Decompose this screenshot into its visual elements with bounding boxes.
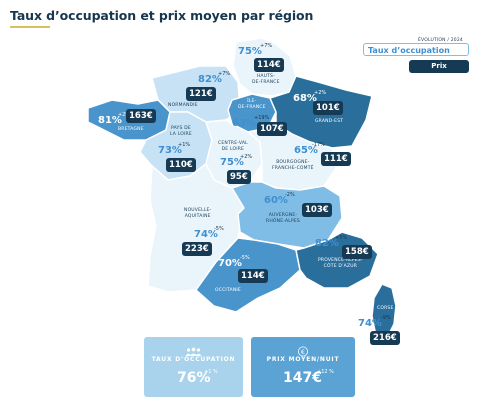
evo-grand-est: +2% (314, 90, 327, 96)
price-corse: 216€ (370, 331, 400, 345)
region-name-auvergne-rhone-alpes: AUVERGNE- RHÔNE-ALPES (266, 213, 300, 225)
total-price-card: € PRIX MOYEN/NUIT 147€ +12 % (251, 337, 355, 397)
region-name-line: PROVENCE-ALPES- (318, 258, 363, 263)
region-name-line: ÎLE- (247, 99, 257, 104)
title-underline (10, 26, 50, 28)
region-name-line: FRANCHE-COMTÉ (272, 166, 314, 171)
price-auvergne-rhone-alpes: 103€ (302, 203, 332, 217)
price-ile-de-france: 107€ (257, 122, 287, 136)
region-name-normandie: NORMANDIE (168, 103, 198, 108)
price-occitanie: 114€ (238, 269, 268, 283)
evo-normandie: +7% (218, 71, 231, 77)
total-occupancy-card: TAUX D’OCCUPATION 76% +1 % (144, 337, 243, 397)
price-centre-val-de-loire: 95€ (227, 170, 251, 184)
price-bourgogne-franche-comte: 111€ (321, 152, 351, 166)
region-shape-auvergne-rhone-alpes[interactable] (231, 181, 343, 249)
region-name-line: HAUTS- (256, 74, 275, 79)
region-name-line: LA LOIRE (170, 132, 192, 137)
region-name-line: NOUVELLE- (184, 208, 212, 213)
region-name-line: DE-FRANCE (252, 80, 280, 85)
rate-occitanie: 70% (218, 258, 242, 269)
evo-corse: -9% (381, 315, 391, 321)
region-name-paca: PROVENCE-ALPES- CÔTE D’AZUR (318, 258, 363, 270)
evo-ile-de-france: +19% (254, 115, 270, 121)
price-pays-de-la-loire: 110€ (166, 158, 196, 172)
region-name-line: CENTRE-VAL (218, 141, 248, 146)
total-price-evo: +12 % (317, 369, 334, 375)
rate-bretagne: 81% (98, 115, 122, 126)
region-name-line: RHÔNE-ALPES (266, 219, 300, 224)
legend-year: ÉVOLUTION / 2024 (418, 38, 463, 43)
rate-bourgogne-franche-comte: 65% (294, 145, 318, 156)
legend-occupancy: Taux d’occupation (363, 43, 469, 56)
region-name-centre-val-de-loire: CENTRE-VAL DE LOIRE (218, 141, 248, 153)
total-occupancy-value: 76% (177, 370, 211, 386)
evo-hauts-de-france: +7% (260, 43, 273, 49)
region-name-line: CÔTE D’AZUR (323, 264, 358, 269)
evo-paca: +5% (335, 235, 348, 241)
price-normandie: 121€ (186, 87, 216, 101)
evo-bourgogne-franche-comte: -17% (312, 142, 325, 148)
svg-text:€: € (301, 348, 305, 356)
price-nouvelle-aquitaine: 223€ (182, 242, 212, 256)
price-grand-est: 101€ (313, 101, 343, 115)
region-name-line: DE-FRANCE (238, 105, 266, 110)
people-icon (144, 342, 243, 356)
total-price-label: PRIX MOYEN/NUIT (266, 356, 340, 363)
region-name-line: BOURGOGNE- (276, 160, 310, 165)
rate-nouvelle-aquitaine: 74% (194, 229, 218, 240)
evo-occitanie: -5% (240, 255, 250, 261)
rate-normandie: 82% (198, 74, 222, 85)
rate-pays-de-la-loire: 73% (158, 145, 182, 156)
region-name-nouvelle-aquitaine: NOUVELLE- AQUITAINE (184, 208, 211, 220)
region-name-line: PAYS DE (171, 126, 191, 131)
region-name-bretagne: BRETAGNE (118, 127, 144, 132)
total-price-value: 147€ (283, 370, 322, 386)
rate-centre-val-de-loire: 75% (220, 157, 244, 168)
rate-corse: 74% (358, 318, 382, 329)
evo-nouvelle-aquitaine: -5% (214, 226, 224, 232)
rate-auvergne-rhone-alpes: 60% (264, 195, 288, 206)
total-occupancy-label: TAUX D’OCCUPATION (151, 356, 236, 363)
evo-pays-de-la-loire: +1% (178, 142, 191, 148)
evo-bretagne: +2% (118, 112, 131, 118)
price-bretagne: 163€ (126, 109, 156, 123)
region-name-pays-de-la-loire: PAYS DE LA LOIRE (170, 126, 192, 138)
region-name-ile-de-france: ÎLE- DE-FRANCE (238, 99, 266, 111)
region-name-occitanie: OCCITANIE (215, 288, 241, 293)
region-name-line: DE LOIRE (221, 147, 245, 152)
region-name-line: AQUITAINE (184, 214, 211, 219)
region-name-corse: CORSE (377, 306, 394, 311)
total-occupancy-evo: +1 % (204, 369, 218, 375)
rate-paca: 82% (315, 238, 339, 249)
rate-ile-de-france: 63% (232, 118, 256, 129)
evo-auvergne-rhone-alpes: -2% (285, 192, 295, 198)
euro-icon: € (251, 342, 355, 357)
legend-price: Prix moyen/nuit (409, 60, 469, 83)
price-hauts-de-france: 114€ (254, 58, 284, 72)
region-name-bourgogne-franche-comte: BOURGOGNE- FRANCHE-COMTÉ (272, 160, 314, 172)
page-title: Taux d’occupation et prix moyen par régi… (10, 8, 314, 23)
region-name-grand-est: GRAND-EST (315, 119, 344, 124)
region-name-hauts-de-france: HAUTS- DE-FRANCE (252, 74, 280, 86)
region-name-line: AUVERGNE- (268, 213, 298, 218)
rate-hauts-de-france: 75% (238, 46, 262, 57)
evo-centre-val-de-loire: +2% (240, 154, 253, 160)
rate-grand-est: 68% (293, 93, 317, 104)
price-paca: 158€ (342, 245, 372, 259)
